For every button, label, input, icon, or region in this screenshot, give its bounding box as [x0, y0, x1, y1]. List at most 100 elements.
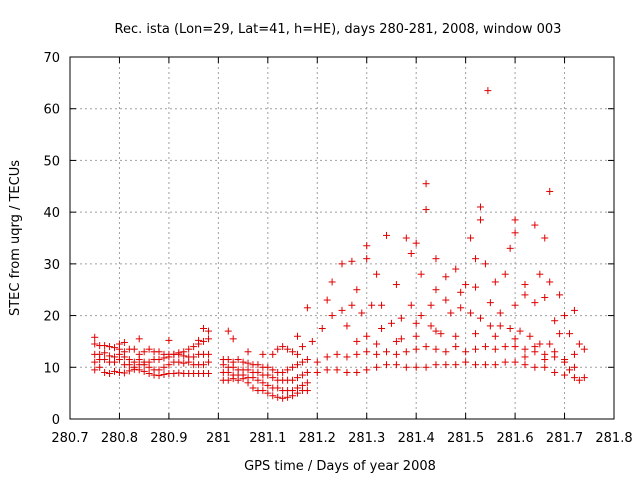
data-point	[417, 312, 425, 320]
data-point	[289, 376, 297, 384]
data-point	[452, 343, 460, 351]
data-point	[481, 260, 489, 268]
data-point	[111, 353, 119, 361]
data-point	[491, 361, 499, 369]
data-point	[155, 366, 163, 374]
data-point	[289, 363, 297, 371]
data-point	[338, 260, 346, 268]
data-point	[348, 301, 356, 309]
data-point	[383, 348, 391, 356]
data-point	[561, 312, 569, 320]
data-point	[422, 363, 430, 371]
data-point	[363, 255, 371, 263]
data-point	[521, 353, 529, 361]
data-point	[570, 363, 578, 371]
data-points	[91, 87, 588, 402]
data-point	[190, 353, 198, 361]
data-point	[274, 345, 282, 353]
data-point	[363, 348, 371, 356]
x-tick-label: 280.7	[51, 431, 88, 446]
data-point	[224, 327, 232, 335]
data-point	[472, 283, 480, 291]
data-point	[343, 368, 351, 376]
data-point	[165, 361, 173, 369]
data-point	[472, 255, 480, 263]
data-point	[244, 348, 252, 356]
data-point	[565, 330, 573, 338]
data-point	[249, 384, 257, 392]
data-point	[343, 322, 351, 330]
data-point	[244, 359, 252, 367]
data-point	[175, 369, 183, 377]
data-point	[442, 273, 450, 281]
grid-lines	[70, 57, 614, 419]
data-point	[333, 366, 341, 374]
y-tick-label: 30	[43, 258, 60, 273]
data-point	[412, 345, 420, 353]
data-point	[140, 367, 148, 375]
data-point	[402, 363, 410, 371]
x-tick-label: 281.3	[348, 431, 385, 446]
data-point	[402, 234, 410, 242]
data-point	[506, 325, 514, 332]
data-point	[293, 350, 301, 358]
data-point	[284, 366, 292, 374]
data-point	[467, 309, 475, 317]
data-point	[229, 358, 237, 366]
data-point	[101, 342, 109, 350]
data-point	[115, 340, 123, 348]
x-axis-tick-labels: 280.7 280.8 280.9 281 281.1 281.2 281.3 281.4 28…	[51, 431, 632, 446]
data-point	[204, 358, 212, 366]
data-point	[392, 361, 400, 369]
data-point	[264, 381, 272, 389]
data-point	[140, 348, 148, 356]
y-tick-label: 40	[43, 206, 60, 221]
data-point	[106, 352, 114, 360]
data-point	[293, 361, 301, 369]
data-point	[115, 368, 123, 376]
data-point	[491, 345, 499, 353]
data-point	[501, 358, 509, 366]
data-point	[412, 239, 420, 247]
data-point	[521, 361, 529, 369]
data-point	[264, 371, 272, 379]
data-point	[303, 387, 311, 395]
data-point	[457, 304, 465, 312]
data-point	[432, 255, 440, 263]
data-point	[427, 301, 435, 309]
y-axis-label: STEC from uqrg / TECUs	[8, 160, 23, 316]
data-point	[323, 353, 331, 361]
data-point	[422, 180, 430, 188]
data-point	[561, 356, 569, 364]
data-point	[274, 393, 282, 401]
data-point	[303, 304, 311, 312]
data-point	[531, 343, 539, 351]
data-point	[204, 327, 212, 335]
data-point	[412, 363, 420, 371]
data-point	[462, 358, 470, 366]
data-point	[204, 350, 212, 358]
data-point	[516, 327, 524, 335]
data-point	[521, 345, 529, 353]
data-point	[551, 348, 559, 356]
data-point	[200, 361, 208, 369]
data-point	[264, 389, 272, 397]
data-point	[259, 387, 267, 395]
data-point	[407, 301, 415, 309]
data-point	[101, 349, 109, 357]
data-point	[541, 234, 549, 242]
x-tick-label: 281	[206, 431, 231, 446]
data-point	[373, 363, 381, 371]
data-point	[313, 368, 321, 376]
data-point	[155, 356, 163, 364]
data-point	[91, 333, 99, 341]
data-point	[298, 343, 306, 351]
data-point	[397, 335, 405, 343]
data-point	[432, 327, 440, 335]
data-point	[135, 335, 143, 343]
data-point	[437, 330, 445, 338]
data-point	[363, 366, 371, 374]
data-point	[531, 363, 539, 371]
data-point	[328, 278, 336, 286]
y-axis-tick-labels: 0 10 20 30 40 50 60 70	[43, 51, 60, 428]
